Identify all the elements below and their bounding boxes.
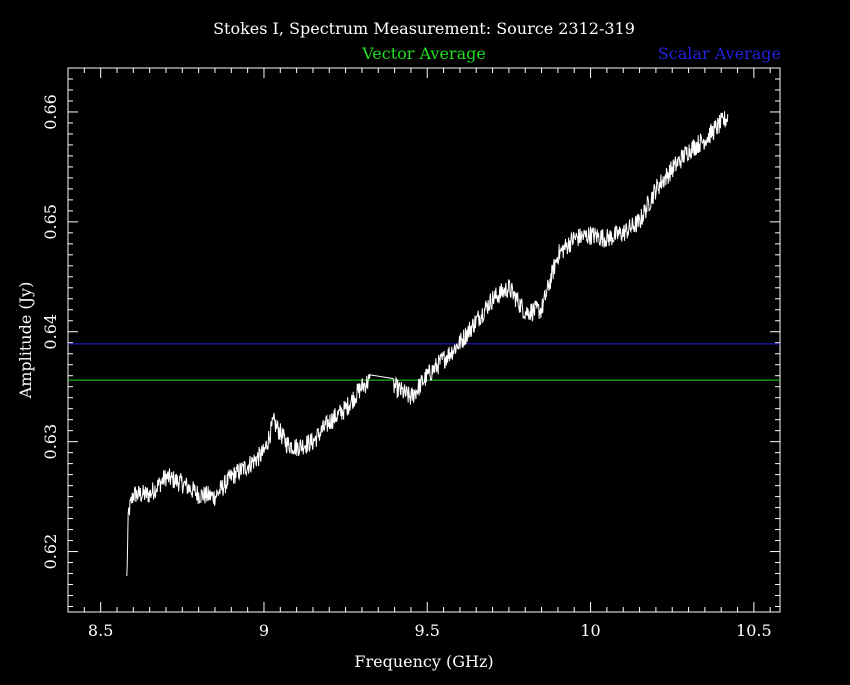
x-tick-label: 9 <box>259 621 269 640</box>
y-axis-label: Amplitude (Jy) <box>16 282 35 400</box>
legend-vector-average: Vector Average <box>361 44 486 63</box>
x-tick-label: 10.5 <box>736 621 772 640</box>
y-tick-label: 0.64 <box>41 314 60 350</box>
axis-ticks: 8.5 9 9.5 10 10.5 0.62 0.63 0.64 0.65 0.66 <box>41 67 780 640</box>
y-tick-label: 0.62 <box>41 534 60 570</box>
chart-title: Stokes I, Spectrum Measurement: Source 2… <box>213 19 635 38</box>
spectrum-series-line <box>126 111 729 576</box>
x-axis-label: Frequency (GHz) <box>354 652 493 671</box>
y-tick-label: 0.63 <box>41 424 60 460</box>
x-tick-label: 10 <box>580 621 600 640</box>
x-tick-label: 8.5 <box>88 621 113 640</box>
legend-scalar-average: Scalar Average <box>658 44 781 63</box>
series-group <box>126 111 729 576</box>
y-tick-label: 0.65 <box>41 204 60 240</box>
x-tick-label: 9.5 <box>415 621 440 640</box>
y-tick-label: 0.66 <box>41 94 60 130</box>
plot-frame <box>67 67 781 613</box>
reference-lines <box>68 343 780 381</box>
